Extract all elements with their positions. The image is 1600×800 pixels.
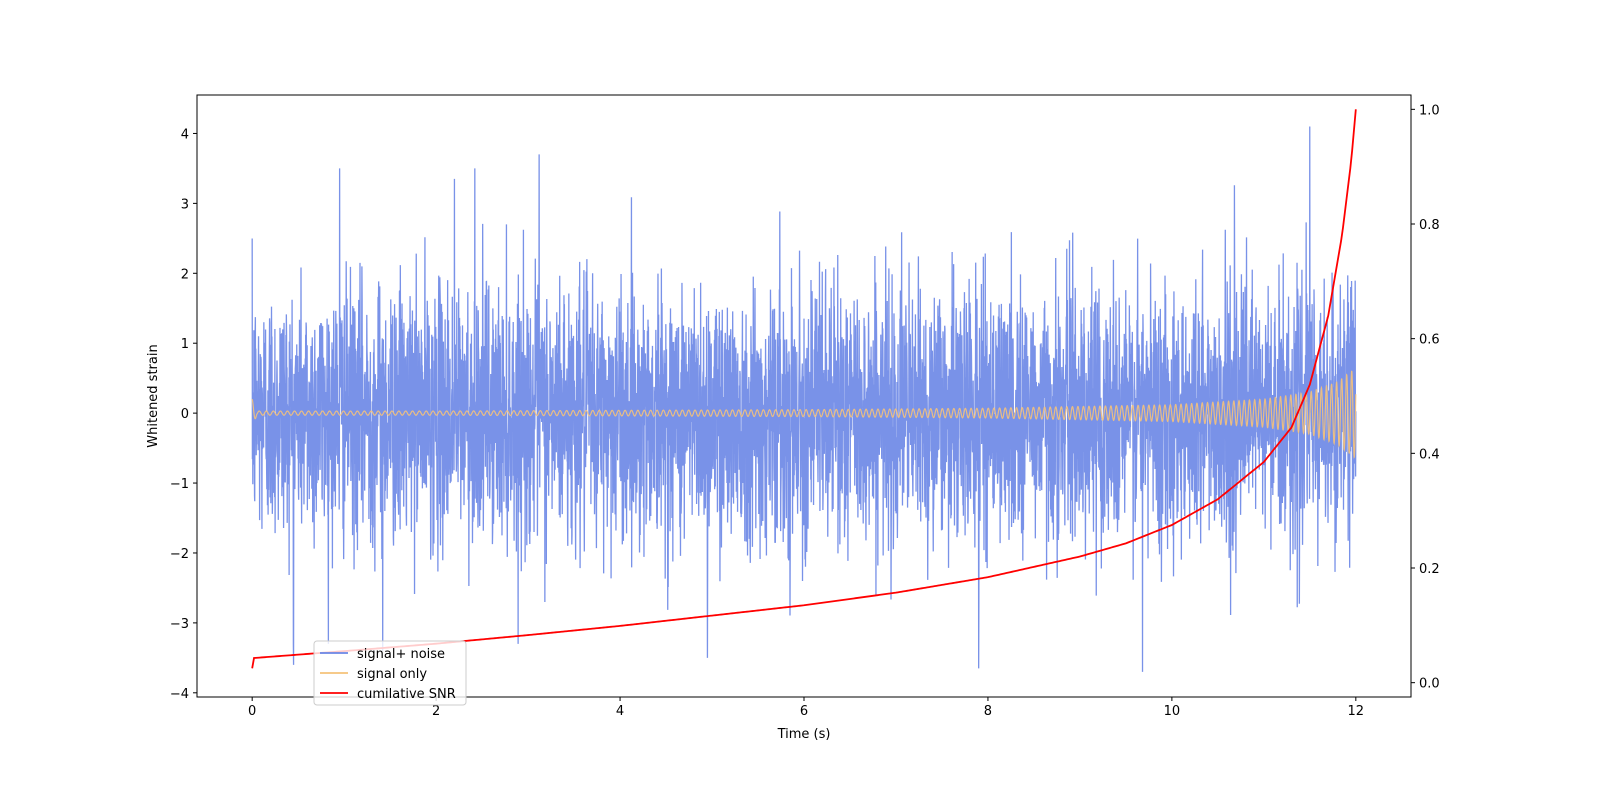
plot-area: [251, 109, 1357, 672]
series-signal-only: [251, 370, 1357, 459]
x-tick-label: 12: [1348, 704, 1365, 719]
y-tick-label: 0: [181, 407, 189, 422]
y-tick-label: −2: [170, 547, 189, 562]
legend: signal+ noise signal only cumilative SNR: [313, 640, 467, 706]
x-tick-label: 2: [432, 704, 440, 719]
y-tick-label: 4: [181, 127, 189, 142]
y2-tick-label: 0.6: [1419, 333, 1440, 348]
y2-tick-label: 0.2: [1419, 562, 1440, 577]
legend-label: signal only: [357, 667, 427, 682]
series-signal-noise: [251, 126, 1357, 672]
y-axis-title: Whitened strain: [146, 344, 161, 447]
y2-tick-label: 0.0: [1419, 677, 1440, 692]
legend-label: cumilative SNR: [357, 687, 456, 702]
y-axis-right: 0.0 0.2 0.4 0.6 0.8 1.0: [1411, 103, 1440, 692]
y-tick-label: 3: [181, 197, 189, 212]
y-tick-label: 1: [181, 337, 189, 352]
legend-label: signal+ noise: [357, 647, 445, 662]
y2-tick-label: 0.4: [1419, 447, 1440, 462]
x-tick-label: 0: [248, 704, 256, 719]
y2-tick-label: 0.8: [1419, 218, 1440, 233]
x-tick-label: 4: [616, 704, 624, 719]
y2-tick-label: 1.0: [1419, 103, 1440, 118]
x-axis-title: Time (s): [777, 727, 831, 742]
x-tick-label: 10: [1164, 704, 1181, 719]
y-tick-label: −4: [170, 687, 189, 702]
x-tick-label: 6: [800, 704, 808, 719]
y-tick-label: 2: [181, 267, 189, 282]
x-tick-label: 8: [984, 704, 992, 719]
y-axis-left: −4 −3 −2 −1 0 1 2 3 4: [170, 127, 197, 702]
y-tick-label: −3: [170, 617, 189, 632]
y-tick-label: −1: [170, 477, 189, 492]
legend-box: [313, 640, 467, 706]
